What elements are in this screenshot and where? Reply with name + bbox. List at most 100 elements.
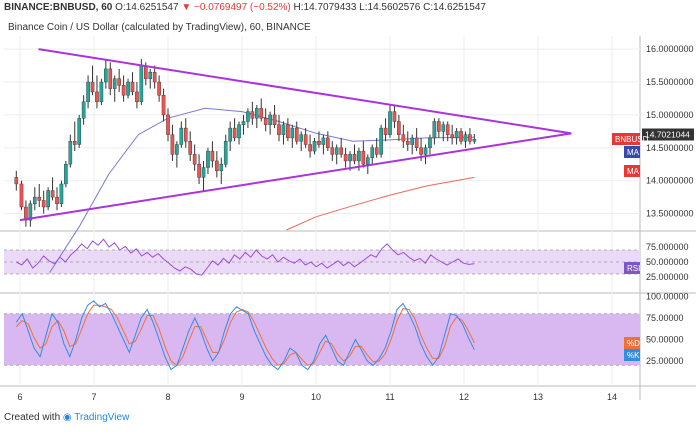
candle-body: [237, 124, 241, 139]
stoch-tick-label: 75.00000: [646, 313, 684, 323]
candle-body: [232, 127, 237, 139]
candle-body: [112, 78, 117, 89]
candle-body: [33, 196, 37, 204]
candle-body: [352, 154, 357, 162]
candle-body: [374, 147, 379, 155]
candle-body: [299, 134, 304, 142]
price-tick-label: 16.0000000: [646, 44, 694, 54]
candle-body: [272, 114, 277, 125]
candle-body: [388, 111, 392, 135]
candle-body: [286, 124, 290, 139]
candle-body: [188, 141, 193, 155]
candle-body: [121, 85, 126, 96]
candle-body: [472, 139, 477, 142]
candle-body: [437, 121, 441, 132]
candle-body: [219, 164, 224, 172]
footer-brand[interactable]: TradingView: [74, 412, 130, 423]
rsi-tick-label: 50.000000: [646, 257, 689, 267]
triangle-lower-line: [19, 132, 572, 222]
high-value: 14.7079433: [303, 2, 357, 13]
candle-body: [161, 94, 166, 116]
candle-body: [192, 154, 197, 165]
candle-body: [126, 81, 130, 96]
x-tick-label: 6: [17, 392, 22, 402]
ma-red-line: [286, 176, 475, 231]
candle-body: [157, 81, 161, 96]
candle-body: [130, 81, 135, 93]
ma-red-badge-bg: [624, 165, 640, 177]
x-tick-label: 8: [165, 392, 170, 402]
x-tick-label: 7: [91, 392, 96, 402]
candle-body: [183, 127, 188, 142]
rsi-badge: RSI: [627, 264, 640, 273]
ma-blue-badge: MA: [627, 148, 640, 157]
candle-body: [99, 81, 104, 102]
candle-body: [241, 121, 246, 125]
open-label: O:: [115, 2, 126, 13]
candle-body: [419, 147, 423, 155]
candle-body: [405, 141, 410, 145]
candle-body: [81, 101, 86, 119]
candle-body: [19, 183, 24, 208]
candle-body: [294, 127, 299, 142]
candle-body: [263, 118, 268, 125]
candle-body: [223, 141, 228, 165]
candle-body: [357, 150, 361, 162]
candle-body: [46, 190, 50, 208]
candle-body: [343, 154, 348, 162]
candle-body: [392, 111, 397, 122]
candle-body: [321, 137, 326, 145]
bnbusd-badge-bg: [612, 133, 640, 145]
candle-body: [41, 200, 46, 208]
price-tick-label: 15.0000000: [646, 110, 694, 120]
candle-body: [268, 114, 272, 125]
candle-body: [250, 111, 255, 119]
candle-body: [139, 65, 144, 102]
stoch-k-line: [15, 300, 475, 371]
candle-body: [414, 137, 419, 148]
rsi-line: [16, 238, 475, 276]
candle-body: [428, 137, 432, 148]
header: BINANCE:BNBUSD, 60 O:14.6251547 ▼ −0.076…: [4, 2, 486, 13]
change-value: −0.0769497 (−0.52%): [194, 2, 291, 13]
candle-body: [361, 150, 366, 165]
ma-blue-badge-bg: [624, 146, 640, 158]
bnbusd-badge: BNBUSD: [615, 135, 649, 144]
tradingview-logo-icon[interactable]: ◉: [62, 412, 72, 423]
candle-body: [135, 91, 139, 102]
candle-body: [339, 147, 343, 155]
candle-body: [68, 141, 73, 165]
candle-body: [90, 81, 95, 93]
candle-body: [441, 124, 446, 132]
candle-body: [210, 150, 215, 162]
stoch-k-badge-bg: [624, 349, 640, 361]
stoch-tick-label: 25.00000: [646, 356, 684, 366]
candle-body: [201, 167, 206, 178]
x-tick-label: 14: [607, 392, 617, 402]
candle-body: [459, 131, 463, 142]
price-tick-label: 14.0000000: [646, 176, 694, 186]
candle-body: [468, 134, 472, 142]
candle-body: [59, 183, 64, 204]
candle-body: [308, 144, 312, 152]
candle-body: [72, 141, 77, 145]
candle-body: [175, 144, 179, 155]
rsi-tick-label: 75.000000: [646, 242, 689, 252]
candle-body: [215, 160, 219, 172]
candle-body: [246, 111, 250, 122]
candle-body: [117, 78, 121, 86]
candle-body: [152, 71, 157, 83]
stoch-tick-label: 50.00000: [646, 335, 684, 345]
chart-subtitle: Binance Coin / US Dollar (calculated by …: [8, 22, 311, 33]
candle-body: [170, 134, 175, 155]
candle-body: [259, 108, 264, 119]
stoch-band: [4, 313, 640, 366]
candle-body: [28, 203, 33, 221]
current-price-label: 14.7021044: [645, 130, 690, 140]
candle-body: [379, 127, 383, 155]
candle-body: [228, 127, 232, 142]
x-tick-label: 13: [533, 392, 543, 402]
candle-body: [179, 127, 184, 145]
candle-body: [206, 150, 210, 168]
